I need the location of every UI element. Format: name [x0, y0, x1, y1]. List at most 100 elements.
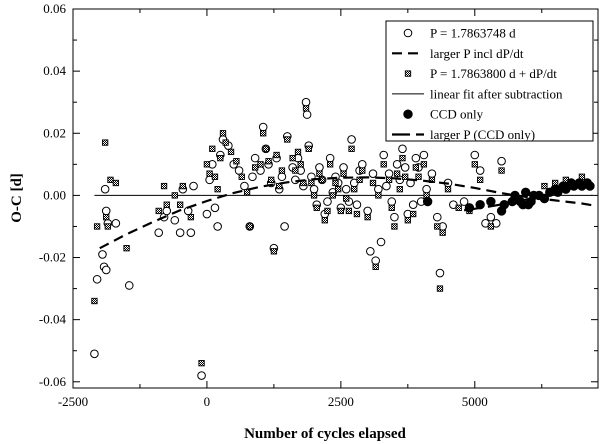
data-point-square: [415, 173, 422, 180]
data-point-open-circle: [347, 135, 356, 144]
data-point-square: [243, 189, 251, 196]
data-point-square: [369, 179, 377, 187]
data-point-open-circle: [432, 212, 442, 222]
data-point-open-circle: [175, 228, 185, 237]
data-point-square: [434, 223, 441, 230]
data-point-open-circle: [280, 222, 289, 231]
data-point-square: [335, 186, 342, 193]
data-point-square: [276, 182, 283, 190]
data-point-square: [297, 161, 304, 168]
data-point-open-circle: [363, 206, 372, 216]
legend-marker-open-circle: [403, 28, 413, 38]
data-point-square: [332, 179, 339, 187]
data-point-square: [337, 207, 345, 215]
data-point-square: [324, 207, 331, 215]
y-tick-label: 0.02: [43, 125, 66, 140]
data-point-square: [257, 161, 264, 168]
legend-label: P = 1.7863748 d: [430, 26, 516, 41]
data-point-square: [329, 192, 336, 199]
legend-marker-square: [404, 70, 412, 77]
data-point-open-circle: [379, 150, 389, 160]
data-point-square: [179, 182, 186, 190]
data-point-open-circle: [186, 228, 196, 237]
data-point-square: [420, 161, 428, 168]
data-point-open-circle: [325, 153, 335, 163]
data-point-open-circle: [475, 166, 485, 175]
data-point-ccd: [486, 196, 496, 207]
data-point-square: [310, 192, 318, 199]
data-point-open-circle: [248, 172, 257, 182]
data-point-square: [444, 186, 452, 193]
data-point-open-circle: [162, 206, 172, 216]
data-point-square: [316, 170, 323, 177]
data-point-open-circle: [189, 181, 198, 191]
data-point-ccd: [422, 196, 433, 207]
data-point-open-circle: [341, 184, 351, 194]
data-point-open-circle: [100, 184, 110, 194]
data-point-square: [107, 176, 114, 184]
data-point-square: [289, 154, 296, 162]
data-point-square: [471, 161, 478, 168]
data-point-open-circle: [390, 212, 399, 222]
data-point-open-circle: [374, 184, 383, 194]
data-point-open-circle: [376, 237, 386, 247]
x-tick-label: 5000: [462, 394, 488, 409]
data-point-open-circle: [400, 163, 410, 172]
data-point-square: [103, 213, 110, 221]
legend-label: CCD only: [430, 107, 484, 122]
data-point-square: [391, 223, 398, 230]
data-point-square: [348, 145, 355, 152]
data-point-square: [101, 139, 109, 146]
data-point-square: [268, 176, 275, 184]
data-point-open-circle: [301, 97, 311, 107]
data-point-square: [305, 145, 312, 152]
data-point-open-circle: [98, 250, 107, 259]
data-point-square: [436, 285, 444, 292]
data-point-open-circle: [124, 281, 134, 290]
data-point-open-circle: [497, 156, 506, 166]
data-point-square: [270, 248, 278, 255]
x-tick-label: 0: [204, 394, 211, 409]
data-point-square: [171, 192, 178, 199]
legend-label: linear fit after subtraction: [430, 86, 563, 101]
data-point-square: [364, 213, 371, 221]
data-point-open-circle: [339, 163, 348, 172]
data-point-square: [487, 223, 495, 230]
data-point-open-circle: [419, 150, 429, 160]
data-point-open-circle: [422, 184, 431, 194]
data-point-square: [455, 204, 462, 211]
data-point-square: [251, 164, 259, 171]
data-point-square: [160, 182, 168, 190]
data-point-open-circle: [486, 212, 496, 222]
data-point-square: [219, 130, 227, 137]
data-point-open-circle: [352, 200, 362, 210]
data-point-square: [214, 186, 221, 193]
data-point-square: [260, 130, 267, 137]
y-axis-title: O-C [d]: [9, 173, 25, 223]
data-point-square: [233, 158, 240, 165]
legend-box: [385, 20, 594, 142]
data-point-square: [399, 154, 406, 162]
data-point-open-circle: [197, 371, 206, 380]
data-point-open-circle: [323, 197, 332, 206]
data-point-square: [401, 173, 409, 180]
data-point-square: [278, 167, 286, 174]
data-point-square: [284, 136, 291, 143]
data-point-open-circle: [202, 209, 212, 219]
data-point-open-circle: [258, 122, 268, 132]
data-point-square: [388, 204, 395, 211]
data-point-open-circle: [309, 184, 319, 194]
data-point-open-circle: [427, 169, 437, 178]
series-5: [463, 181, 593, 212]
data-point-square: [273, 151, 280, 159]
data-point-square: [396, 186, 403, 193]
data-marks: [90, 97, 595, 380]
data-point-open-circle: [411, 153, 421, 163]
data-point-square: [206, 170, 213, 177]
data-point-square: [343, 195, 350, 202]
data-point-square: [198, 359, 205, 367]
data-point-square: [227, 148, 235, 156]
data-point-square: [308, 179, 315, 187]
data-point-open-circle: [250, 153, 260, 163]
data-point-square: [163, 201, 170, 208]
